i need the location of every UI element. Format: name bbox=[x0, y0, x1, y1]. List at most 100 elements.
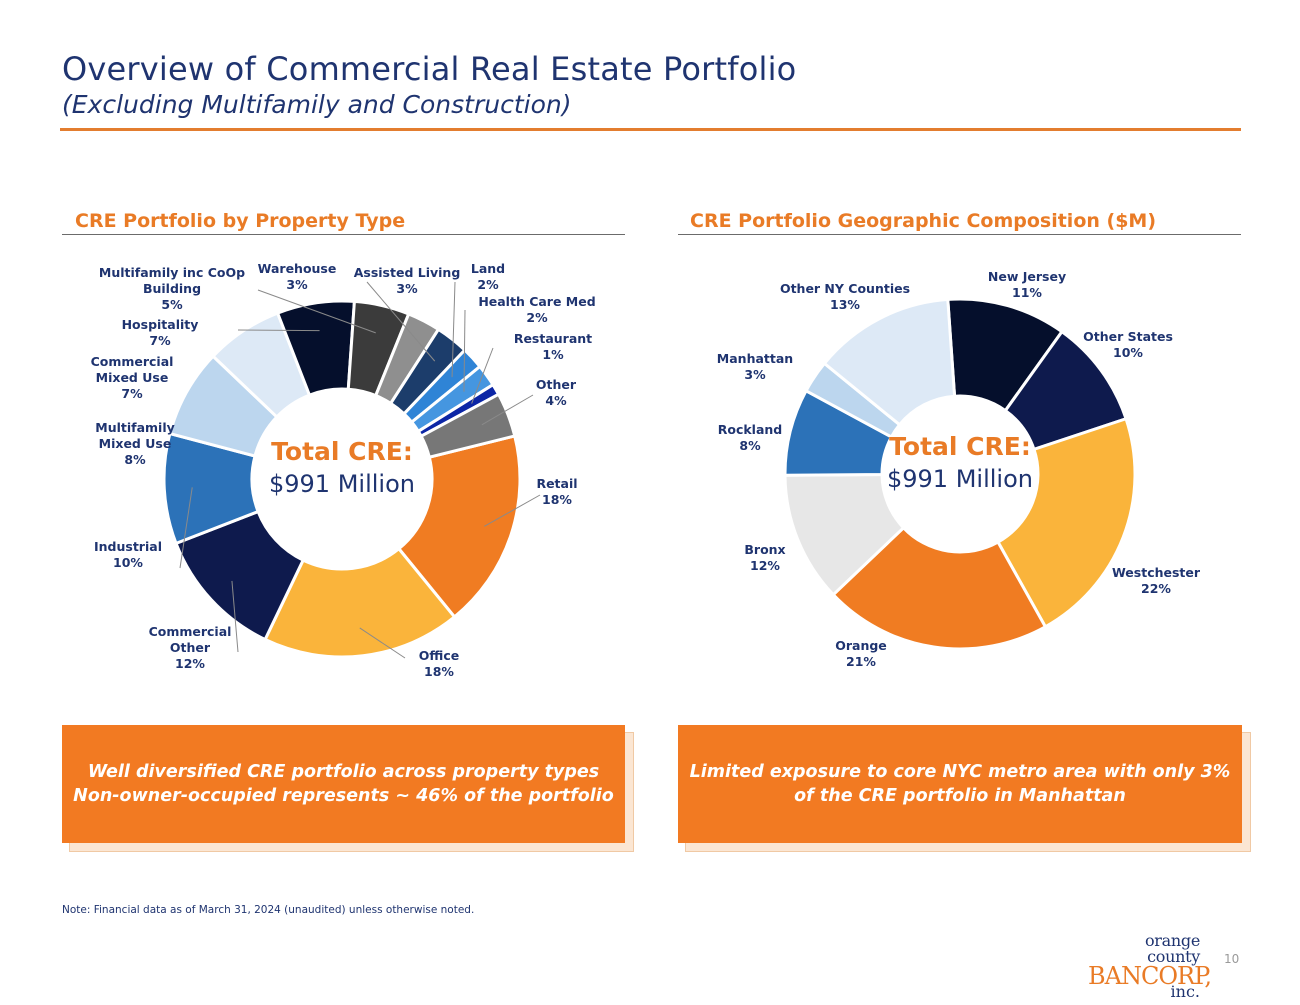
label-restaurant: Restaurant 1% bbox=[514, 331, 592, 362]
leader-line-commercial-other bbox=[231, 580, 239, 653]
label-text: Other States bbox=[1083, 329, 1173, 344]
label-text: Multifamily bbox=[95, 420, 175, 435]
geographic-title-rule bbox=[678, 234, 1241, 235]
label-new-jersey: New Jersey 11% bbox=[988, 269, 1066, 300]
label-text: Office bbox=[419, 648, 459, 663]
page-subtitle: (Excluding Multifamily and Construction) bbox=[62, 90, 572, 119]
label-pct: 3% bbox=[744, 367, 766, 382]
slice-westchester bbox=[996, 416, 1137, 629]
leader-line-hospitality bbox=[237, 329, 320, 332]
label-pct: 3% bbox=[286, 277, 308, 292]
label-pct: 1% bbox=[542, 347, 564, 362]
right-callout: Limited exposure to core NYC metro area … bbox=[678, 725, 1242, 843]
label-text: Industrial bbox=[94, 539, 162, 554]
logo-line-3: inc. bbox=[1170, 982, 1200, 1001]
label-text: Westchester bbox=[1112, 565, 1201, 580]
label-land: Land 2% bbox=[471, 261, 505, 292]
label-westchester: Westchester 22% bbox=[1112, 565, 1201, 596]
leader-line-land bbox=[451, 281, 456, 378]
label-text: Retail bbox=[536, 476, 577, 491]
right-callout-line-2: of the CRE portfolio in Manhattan bbox=[794, 786, 1126, 806]
label-pct: 2% bbox=[526, 310, 548, 325]
center-value: $991 Million bbox=[269, 470, 415, 498]
label-commercial-other: Commercial Other 12% bbox=[149, 624, 232, 671]
label-pct: 21% bbox=[846, 654, 876, 669]
label-other: Other 4% bbox=[536, 377, 577, 408]
logo-line-2: BANCORP, bbox=[1088, 962, 1212, 990]
label-text: New Jersey bbox=[988, 269, 1066, 284]
label-pct: 7% bbox=[121, 386, 143, 401]
left-callout-line-1: Well diversified CRE portfolio across pr… bbox=[87, 762, 600, 782]
label-pct: 18% bbox=[424, 664, 454, 679]
footnote: Note: Financial data as of March 31, 202… bbox=[62, 904, 475, 916]
label-rockland: Rockland 8% bbox=[718, 422, 783, 453]
label-text: Warehouse bbox=[258, 261, 337, 276]
label-pct: 10% bbox=[113, 555, 143, 570]
label-text: Hospitality bbox=[122, 317, 199, 332]
slice-orange bbox=[831, 525, 1048, 651]
leader-line-office bbox=[359, 627, 406, 659]
label-pct: 12% bbox=[175, 656, 205, 671]
property-type-chart-title: CRE Portfolio by Property Type bbox=[75, 210, 406, 232]
center-value: $991 Million bbox=[887, 465, 1033, 493]
label-pct: 11% bbox=[1012, 285, 1042, 300]
center-label: Total CRE: bbox=[889, 432, 1031, 461]
center-label: Total CRE: bbox=[271, 437, 413, 466]
left-callout-line-2: Non-owner-occupied represents ~ 46% of t… bbox=[73, 786, 614, 806]
label-text: Health Care Med bbox=[478, 294, 595, 309]
label-orange: Orange 21% bbox=[835, 638, 887, 669]
label-text: Other bbox=[536, 377, 577, 392]
left-callout: Well diversified CRE portfolio across pr… bbox=[62, 725, 625, 843]
label-health-care-med: Health Care Med 2% bbox=[478, 294, 595, 325]
label-industrial: Industrial 10% bbox=[94, 539, 162, 570]
label-other-states: Other States 10% bbox=[1083, 329, 1173, 360]
label-text: Bronx bbox=[744, 542, 785, 557]
label-warehouse: Warehouse 3% bbox=[258, 261, 337, 292]
label-bronx: Bronx 12% bbox=[744, 542, 785, 573]
leader-line-other bbox=[481, 394, 534, 426]
label-pct: 8% bbox=[739, 438, 761, 453]
label-retail: Retail 18% bbox=[536, 476, 577, 507]
label-pct: 22% bbox=[1141, 581, 1171, 596]
property-type-title-rule bbox=[62, 234, 625, 235]
title-divider bbox=[60, 128, 1241, 131]
page-title: Overview of Commercial Real Estate Portf… bbox=[62, 50, 797, 88]
leader-line-multifamily-inc-coop-building bbox=[257, 289, 376, 334]
leader-line-assisted-living bbox=[366, 281, 436, 362]
label-text: Other bbox=[170, 640, 211, 655]
label-text: Restaurant bbox=[514, 331, 592, 346]
label-text: Commercial bbox=[149, 624, 232, 639]
label-pct: 13% bbox=[830, 297, 860, 312]
label-text: Other NY Counties bbox=[780, 281, 910, 296]
label-multifamily-inc-coop-building: Multifamily inc CoOp Building 5% bbox=[99, 265, 245, 312]
label-text: Building bbox=[143, 281, 201, 296]
label-text: Manhattan bbox=[717, 351, 793, 366]
label-pct: 7% bbox=[149, 333, 171, 348]
logo-line-1: orange county bbox=[1144, 931, 1200, 966]
slice-other-ny-counties bbox=[822, 297, 957, 427]
leader-line-restaurant bbox=[471, 347, 494, 404]
page-number: 10 bbox=[1224, 952, 1240, 966]
label-text: Land bbox=[471, 261, 505, 276]
slice-retail bbox=[396, 434, 522, 620]
company-logo: orange county BANCORP, inc. bbox=[1088, 931, 1212, 1001]
label-pct: 3% bbox=[396, 281, 418, 296]
slice-office bbox=[263, 546, 457, 659]
label-manhattan: Manhattan 3% bbox=[717, 351, 793, 382]
label-multifamily-mixed-use: Multifamily Mixed Use 8% bbox=[95, 420, 175, 467]
leader-line-industrial bbox=[179, 487, 193, 569]
label-office: Office 18% bbox=[419, 648, 459, 679]
right-callout-line-1: Limited exposure to core NYC metro area … bbox=[689, 762, 1231, 782]
property-type-donut-chart: Retail 18%Office 18%Commercial Other 12%Indu… bbox=[91, 261, 596, 679]
label-text: Mixed Use bbox=[96, 370, 169, 385]
label-text: Multifamily inc CoOp bbox=[99, 265, 245, 280]
geographic-chart-title: CRE Portfolio Geographic Composition ($M… bbox=[690, 210, 1157, 232]
label-pct: 8% bbox=[124, 452, 146, 467]
label-pct: 10% bbox=[1113, 345, 1143, 360]
label-assisted-living: Assisted Living 3% bbox=[354, 265, 461, 296]
label-text: Mixed Use bbox=[99, 436, 172, 451]
label-text: Assisted Living bbox=[354, 265, 461, 280]
label-text: Rockland bbox=[718, 422, 783, 437]
label-other-ny-counties: Other NY Counties 13% bbox=[780, 281, 910, 312]
